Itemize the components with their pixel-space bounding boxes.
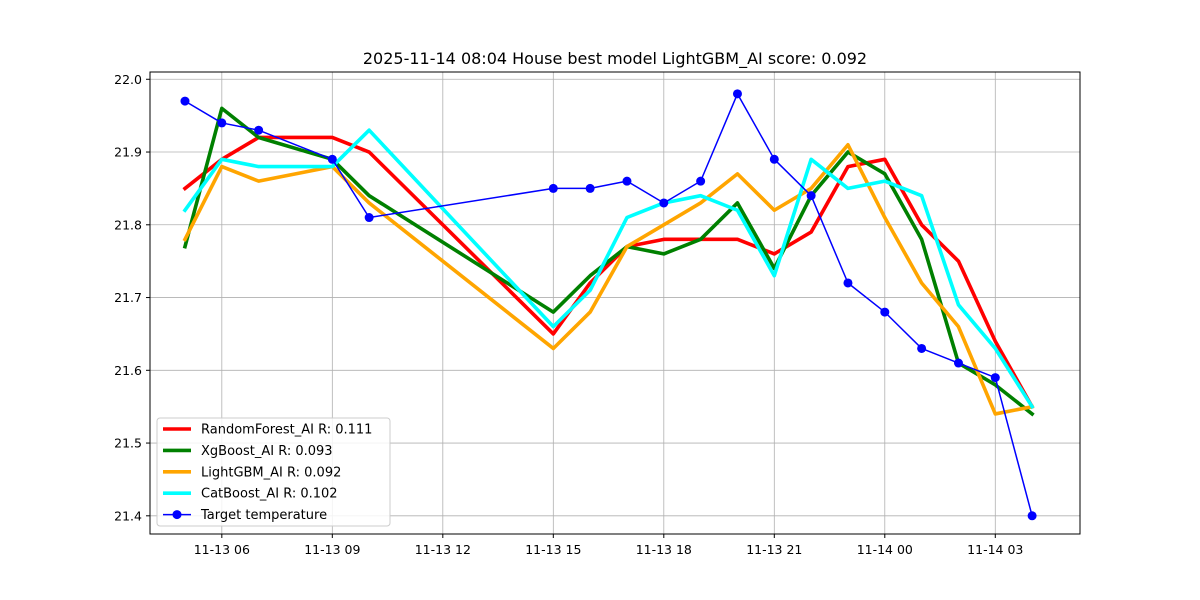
y-tick-label: 21.5 bbox=[114, 436, 142, 451]
legend-item: Target temperature bbox=[163, 508, 327, 523]
x-tick-label: 11-14 03 bbox=[967, 542, 1023, 557]
x-tick-label: 11-13 18 bbox=[636, 542, 692, 557]
chart-title: 2025-11-14 08:04 House best model LightG… bbox=[363, 49, 867, 69]
legend-item: RandomForest_AI R: 0.111 bbox=[163, 423, 372, 438]
data-point bbox=[1027, 511, 1037, 521]
data-point bbox=[659, 198, 669, 208]
series-group bbox=[180, 89, 1037, 521]
data-point bbox=[990, 373, 1000, 383]
y-tick-label: 21.8 bbox=[114, 217, 142, 232]
y-tick-label: 21.4 bbox=[114, 508, 142, 523]
data-point bbox=[806, 191, 816, 201]
y-tick-label: 21.9 bbox=[114, 145, 142, 160]
data-point bbox=[732, 89, 742, 99]
data-point bbox=[696, 176, 706, 186]
x-tick-label: 11-13 15 bbox=[525, 542, 581, 557]
x-tick-label: 11-13 09 bbox=[304, 542, 360, 557]
axes: 11-13 06 11-13 09 11-13 12 11-13 15 11-13 18… bbox=[114, 72, 1023, 557]
y-tick-label: 22.0 bbox=[114, 72, 142, 87]
series-line-catboost-ai bbox=[182, 128, 1035, 410]
legend-box bbox=[156, 417, 391, 527]
legend-item: XgBoost_AI R: 0.093 bbox=[163, 444, 333, 459]
x-tick-label: 11-13 12 bbox=[415, 542, 471, 557]
data-point bbox=[769, 154, 779, 164]
data-point bbox=[254, 125, 264, 135]
legend-label: LightGBM_AI R: 0.092 bbox=[201, 465, 341, 480]
x-tick-label: 11-14 00 bbox=[857, 542, 913, 557]
y-tick-label: 21.6 bbox=[114, 363, 142, 378]
data-point bbox=[880, 307, 890, 317]
data-point bbox=[364, 213, 374, 223]
legend-marker bbox=[172, 510, 182, 520]
x-tick-label: 11-13 06 bbox=[194, 542, 250, 557]
data-point bbox=[180, 96, 190, 106]
data-point bbox=[217, 118, 227, 128]
legend: RandomForest_AI R: 0.111 XgBoost_AI R: 0.… bbox=[156, 417, 391, 527]
series-target bbox=[180, 89, 1037, 521]
data-point bbox=[953, 358, 963, 368]
x-tick-label: 11-13 21 bbox=[746, 542, 802, 557]
data-point bbox=[622, 176, 632, 186]
series-catboost-ai bbox=[182, 128, 1035, 410]
legend-label: CatBoost_AI R: 0.102 bbox=[201, 487, 338, 502]
y-tick-label: 21.7 bbox=[114, 290, 142, 305]
data-point bbox=[548, 183, 558, 193]
legend-item: CatBoost_AI R: 0.102 bbox=[163, 487, 338, 502]
plot-frame bbox=[149, 71, 1081, 535]
data-point bbox=[917, 343, 927, 353]
data-point bbox=[843, 278, 853, 288]
data-point bbox=[585, 183, 595, 193]
data-point bbox=[327, 154, 337, 164]
legend-label: RandomForest_AI R: 0.111 bbox=[201, 423, 372, 438]
legend-label: Target temperature bbox=[200, 508, 327, 523]
legend-item: LightGBM_AI R: 0.092 bbox=[163, 465, 341, 480]
legend-label: XgBoost_AI R: 0.093 bbox=[201, 444, 333, 459]
